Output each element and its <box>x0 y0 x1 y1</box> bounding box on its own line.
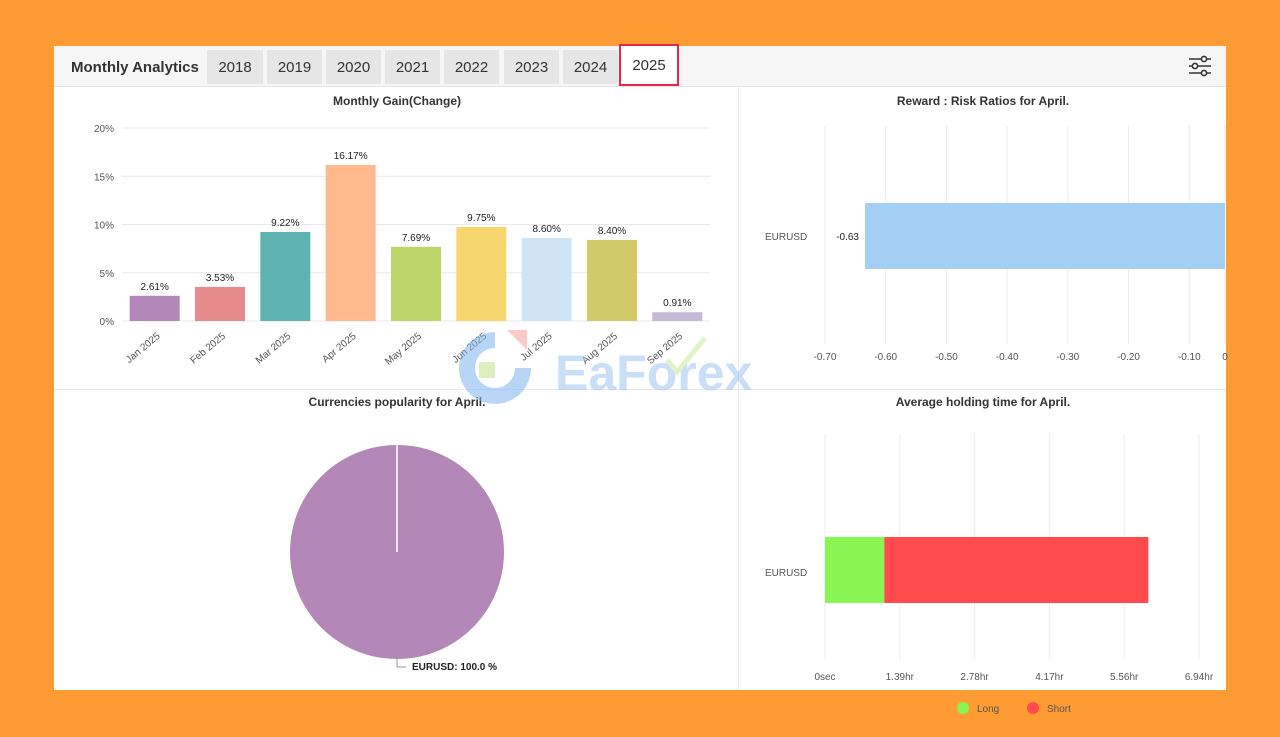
data-label: 9.75% <box>467 213 495 224</box>
panel-title: Monthly Analytics <box>71 59 199 76</box>
slice-label: EURUSD: 100.0 % <box>412 662 497 673</box>
chart-title: Monthly Gain(Change) <box>333 94 461 108</box>
x-tick-label: -0.20 <box>1117 352 1140 363</box>
x-tick-label: Apr 2025 <box>320 331 358 366</box>
data-label: 3.53% <box>206 273 234 284</box>
y-tick-label: 10% <box>94 221 114 232</box>
monthly-gain-chart: Monthly Gain(Change) 0% 5% 10% 15% 20% 2.61% Ja… <box>94 94 710 368</box>
x-tick-label: -0.70 <box>814 352 837 363</box>
bar[interactable] <box>587 239 637 321</box>
eaforex-logo: EaForex <box>459 330 753 404</box>
y-tick-label: 5% <box>100 269 115 280</box>
x-tick-label: 1.39hr <box>886 672 915 683</box>
data-label: 7.69% <box>402 233 430 244</box>
eaforex-watermark: EaForex <box>459 330 753 404</box>
settings-sliders-icon[interactable] <box>1187 54 1213 78</box>
x-tick-label: Jan 2025 <box>124 331 163 366</box>
legend-label[interactable]: Long <box>977 704 999 715</box>
y-category-label: EURUSD <box>765 568 807 579</box>
row-divider <box>54 389 1226 390</box>
bar[interactable] <box>521 238 572 321</box>
x-tick-label: -0.40 <box>996 352 1019 363</box>
data-label: 9.22% <box>271 218 299 229</box>
data-label: -0.63 <box>836 232 859 243</box>
monthly-analytics-panel: Monthly Analytics 2018 2019 2020 2021 20… <box>54 44 1228 715</box>
holding-time-chart: Average holding time for April. 0sec 1.39h… <box>765 395 1214 715</box>
data-label: 8.60% <box>532 224 560 235</box>
tab-2023[interactable]: 2023 <box>504 50 559 84</box>
tab-2020[interactable]: 2020 <box>326 50 381 84</box>
x-tick-label: May 2025 <box>383 331 424 368</box>
data-label: 16.17% <box>334 151 368 162</box>
bar[interactable] <box>260 232 311 321</box>
chart-title: Reward : Risk Ratios for April. <box>897 94 1069 108</box>
x-tick-label: 4.17hr <box>1035 672 1064 683</box>
tab-2018[interactable]: 2018 <box>207 50 263 84</box>
tab-2022[interactable]: 2022 <box>444 50 499 84</box>
currencies-popularity-chart: Currencies popularity for April. EURUSD: … <box>290 395 504 673</box>
data-label: 2.61% <box>140 282 168 293</box>
y-tick-label: 0% <box>100 317 115 328</box>
bar[interactable] <box>391 246 441 321</box>
bar-segment[interactable] <box>884 537 1149 603</box>
x-tick-label: 2.78hr <box>960 672 989 683</box>
analytics-header: Monthly Analytics 2018 2019 2020 2021 20… <box>54 44 1226 87</box>
legend-label[interactable]: Short <box>1047 704 1071 715</box>
x-tick-label: -0.10 <box>1178 352 1201 363</box>
tab-2021[interactable]: 2021 <box>385 50 440 84</box>
x-tick-label: 0 <box>1222 352 1228 363</box>
legend-marker <box>1027 702 1039 714</box>
x-tick-label: Mar 2025 <box>254 331 294 367</box>
y-tick-label: 20% <box>94 124 114 135</box>
tab-2025[interactable]: 2025 <box>619 44 679 86</box>
x-tick-label: -0.60 <box>874 352 897 363</box>
data-label: 8.40% <box>598 226 626 237</box>
x-tick-label: 5.56hr <box>1110 672 1139 683</box>
leader-line <box>396 658 406 668</box>
x-tick-label: -0.30 <box>1056 352 1079 363</box>
bar-segment[interactable] <box>825 537 885 603</box>
chart-title: Currencies popularity for April. <box>309 395 486 409</box>
tab-2024[interactable]: 2024 <box>563 50 618 84</box>
column-divider <box>738 86 739 690</box>
y-category-label: EURUSD <box>765 232 807 243</box>
y-tick-label: 15% <box>94 172 114 183</box>
reward-risk-chart: Reward : Risk Ratios for April. -0.70 -0.6… <box>765 94 1228 363</box>
watermark-text: EaForex <box>555 345 753 401</box>
legend-marker <box>957 702 969 714</box>
bar[interactable] <box>325 164 376 321</box>
bar[interactable] <box>652 312 703 321</box>
data-label: 0.91% <box>663 298 691 309</box>
bar[interactable] <box>129 295 180 321</box>
bar[interactable] <box>195 286 245 321</box>
bar[interactable] <box>456 226 507 321</box>
x-tick-label: -0.50 <box>935 352 958 363</box>
x-tick-label: 0sec <box>814 672 835 683</box>
chart-title: Average holding time for April. <box>896 395 1070 409</box>
tab-2019[interactable]: 2019 <box>267 50 322 84</box>
bar[interactable] <box>865 203 1225 269</box>
x-tick-label: 6.94hr <box>1185 672 1214 683</box>
x-tick-label: Feb 2025 <box>188 331 228 367</box>
